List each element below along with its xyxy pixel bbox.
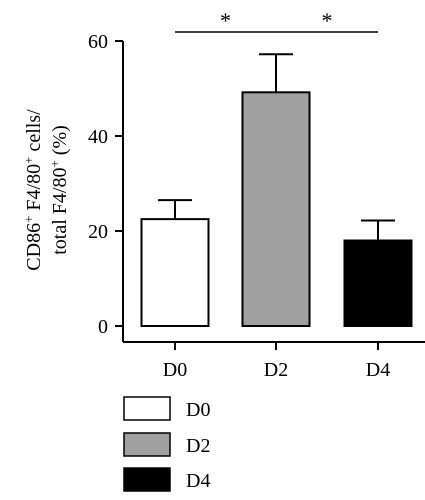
x-tick-label-d0: D0: [163, 359, 187, 381]
y-axis-label-line-2: total F4/80+ (%): [47, 125, 72, 255]
x-tick-label-d2: D2: [264, 359, 288, 381]
error-bars: [158, 53, 395, 241]
legend-label-d4: D4: [186, 470, 210, 492]
significance-star-2: *: [322, 8, 333, 33]
significance-brackets: * *: [175, 8, 378, 33]
legend-label-d2: D2: [186, 435, 210, 457]
y-tick-label: 0: [98, 316, 108, 338]
y-tick-label: 20: [88, 221, 108, 243]
bar-d2: [241, 91, 311, 327]
legend-label-d0: D0: [186, 399, 210, 421]
y-axis-label-line-1: CD86+ F4/80+ cells/: [21, 109, 46, 271]
legend: D0 D2 D4: [123, 396, 210, 492]
y-tick-label: 40: [88, 126, 108, 148]
significance-star-1: *: [220, 8, 231, 33]
bar-d0: [140, 218, 210, 327]
legend-swatch-d2: [123, 432, 171, 457]
y-ticks: 0 20 40 60: [88, 31, 123, 338]
y-axis-label: CD86+ F4/80+ cells/total F4/80+ (%): [21, 109, 72, 271]
legend-swatch-d4: [123, 467, 171, 492]
bar-d4: [343, 239, 413, 327]
y-tick-label: 60: [88, 31, 108, 53]
bars: [140, 91, 413, 327]
x-tick-label-d4: D4: [366, 359, 390, 381]
legend-swatch-d0: [123, 396, 171, 421]
x-tick-labels: D0 D2 D4: [163, 342, 390, 381]
